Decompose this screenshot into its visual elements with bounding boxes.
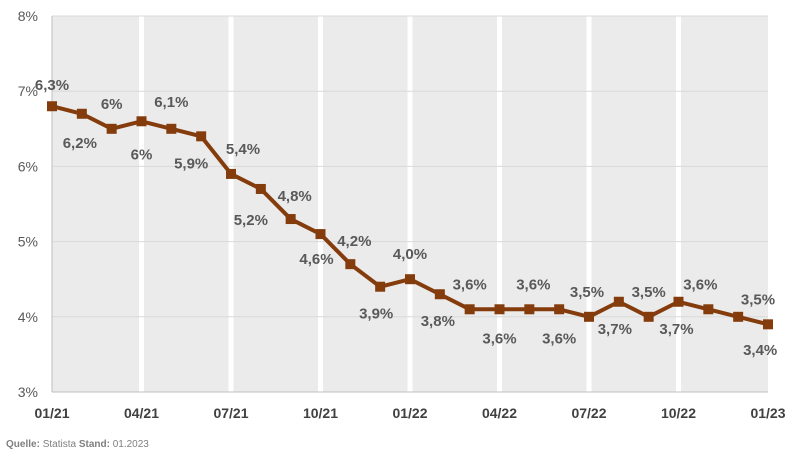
y-tick-label: 6%: [18, 158, 38, 174]
x-tick-label: 07/21: [213, 405, 248, 421]
data-label: 6,1%: [154, 94, 188, 111]
x-tick-label: 04/21: [124, 405, 159, 421]
data-point-marker: [226, 168, 236, 179]
x-tick-label: 04/22: [482, 405, 517, 421]
data-point-marker: [464, 304, 475, 315]
data-point-marker: [255, 183, 266, 194]
y-tick-label: 8%: [18, 8, 38, 24]
data-point-marker: [584, 311, 594, 322]
data-label: 6,3%: [35, 77, 69, 94]
data-point-marker: [703, 304, 714, 315]
y-tick-label: 4%: [18, 309, 38, 325]
data-label: 3,8%: [421, 313, 455, 330]
source-prefix: Quelle:: [6, 439, 40, 450]
vertical-band-separator: [497, 16, 502, 392]
x-tick-label: 01/23: [750, 405, 785, 421]
x-tick-label: 01/22: [392, 405, 427, 421]
data-label: 3,5%: [570, 284, 604, 301]
data-label: 3,5%: [632, 284, 666, 301]
x-tick-label: 10/21: [303, 405, 338, 421]
data-label: 6,2%: [63, 135, 97, 152]
data-point-marker: [375, 281, 386, 292]
data-label: 3,6%: [542, 330, 576, 347]
data-point-marker: [643, 311, 654, 322]
data-point-marker: [136, 116, 147, 127]
series-line: [47, 101, 773, 330]
data-point-marker: [106, 123, 117, 134]
data-label: 5,4%: [226, 141, 260, 158]
data-labels: 6,3% 6,2% 6% 6% 6,1% 5,9% 5,4% 5,2% 4,8% 4,6%4,2%…: [35, 77, 777, 359]
x-tick-label: 01/21: [34, 405, 69, 421]
data-label: 3,6%: [683, 276, 717, 293]
vertical-band-separator: [139, 16, 144, 392]
plot-background: [52, 16, 768, 392]
data-label: 3,4%: [743, 342, 777, 359]
y-tick-label: 5%: [18, 234, 38, 250]
data-label: 4,8%: [278, 188, 312, 205]
data-label: 3,7%: [659, 321, 693, 338]
data-point-marker: [613, 296, 624, 307]
tick-labels: 3% 4% 5% 6% 7% 8% 01/21 04/21 07/21 10/21 01/22 04/…: [18, 8, 786, 421]
data-label: 6%: [131, 146, 153, 163]
data-point-marker: [554, 304, 565, 315]
data-label: 5,9%: [174, 155, 208, 172]
data-label: 3,9%: [359, 306, 393, 323]
y-tick-label: 3%: [18, 384, 38, 400]
data-label: 4,2%: [337, 233, 371, 250]
stand-label: Stand:: [78, 439, 110, 450]
data-point-marker: [315, 229, 326, 240]
data-label: 6%: [101, 96, 123, 113]
data-point-marker: [166, 123, 177, 134]
data-label: 3,6%: [516, 276, 550, 293]
data-point-marker: [673, 296, 684, 307]
source-name: Statista: [42, 439, 77, 450]
data-point-marker: [345, 259, 356, 270]
data-point-marker: [285, 214, 296, 225]
x-tick-label: 10/22: [661, 405, 696, 421]
data-point-marker: [524, 304, 535, 315]
data-point-marker: [76, 108, 87, 119]
source-note: Quelle: Statista Stand: 01.2023: [6, 439, 149, 450]
data-label: 3,6%: [482, 330, 516, 347]
data-point-marker: [434, 289, 445, 300]
y-tick-label: 7%: [18, 83, 38, 99]
data-label: 3,5%: [741, 291, 775, 308]
data-label: 4,0%: [393, 246, 427, 263]
data-label: 3,6%: [453, 276, 487, 293]
vertical-band-separator: [407, 16, 413, 392]
vertical-band-separator: [318, 16, 323, 392]
vertical-band-separator: [676, 16, 681, 392]
data-point-marker: [763, 319, 773, 330]
data-point-marker: [405, 274, 415, 285]
data-point-marker: [47, 101, 57, 112]
data-point-marker: [196, 131, 207, 142]
data-point-marker: [733, 311, 744, 322]
vertical-band-separator: [586, 16, 592, 392]
vertical-band-separator: [228, 16, 234, 392]
data-label: 5,2%: [234, 212, 268, 229]
x-tick-label: 07/22: [571, 405, 606, 421]
data-point-marker: [494, 304, 505, 315]
stand-date: 01.2023: [112, 439, 149, 450]
data-label: 3,7%: [598, 321, 632, 338]
data-label: 4,6%: [299, 251, 333, 268]
